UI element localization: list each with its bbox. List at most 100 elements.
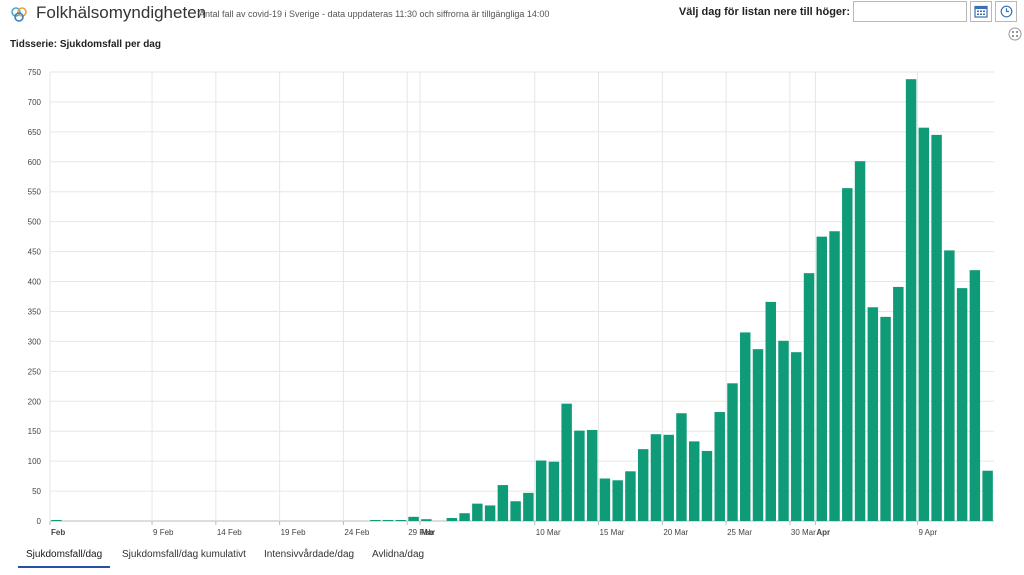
bar-2020-03-20[interactable] — [663, 434, 674, 521]
bar-2020-04-12[interactable] — [956, 288, 968, 521]
bar-2020-04-03[interactable] — [842, 188, 853, 521]
app-header: Folkhälsomyndigheten Antal fall av covid… — [0, 0, 1024, 28]
y-tick-label: 350 — [28, 307, 42, 316]
x-tick-label: 14 Feb — [217, 528, 242, 537]
bar-2020-03-15[interactable] — [599, 478, 611, 521]
chart-tabs: Sjukdomsfall/dag Sjukdomsfall/dag kumula… — [0, 544, 1024, 570]
x-tick-label: Apr — [816, 528, 830, 537]
x-tick-label: 25 Mar — [727, 528, 752, 537]
bar-2020-04-11[interactable] — [944, 250, 955, 522]
x-tick-label: 9 Feb — [153, 528, 174, 537]
time-button[interactable] — [995, 1, 1017, 22]
x-tick-label: 19 Feb — [281, 528, 306, 537]
app-subtitle: Antal fall av covid-19 i Sverige - data … — [199, 9, 550, 19]
bar-2020-04-01[interactable] — [816, 236, 828, 521]
y-tick-label: 50 — [32, 487, 41, 496]
bar-2020-03-21[interactable] — [676, 413, 687, 521]
bar-2020-02-29[interactable] — [408, 516, 419, 521]
y-tick-label: 0 — [37, 517, 42, 526]
chart-title: Tidsserie: Sjukdomsfall per dag — [10, 39, 161, 50]
bar-2020-03-31[interactable] — [803, 273, 815, 521]
y-tick-label: 700 — [28, 98, 42, 107]
bar-2020-03-05[interactable] — [472, 503, 483, 521]
x-tick-label: 15 Mar — [600, 528, 625, 537]
calendar-icon — [974, 5, 988, 18]
x-tick-label: Feb — [51, 528, 65, 537]
tab-intensivvardade-dag[interactable]: Intensivvårdade/dag — [264, 549, 355, 560]
bar-2020-03-04[interactable] — [459, 513, 470, 521]
x-tick-label: 24 Feb — [344, 528, 369, 537]
tab-sjukdomsfall-dag-kumulativt[interactable]: Sjukdomsfall/dag kumulativt — [122, 549, 246, 560]
chart-bars — [51, 79, 993, 522]
bar-2020-03-24[interactable] — [714, 412, 725, 521]
bar-2020-03-07[interactable] — [497, 485, 509, 521]
app-title: Folkhälsomyndigheten — [36, 3, 207, 22]
x-tick-label: 29 Feb — [408, 528, 433, 537]
bar-2020-04-09[interactable] — [918, 127, 930, 522]
bar-2020-04-07[interactable] — [893, 286, 904, 521]
calendar-button[interactable] — [970, 1, 992, 22]
bar-2020-03-12[interactable] — [561, 403, 572, 521]
bar-2020-03-23[interactable] — [701, 450, 713, 521]
y-tick-label: 400 — [28, 278, 42, 287]
y-tick-label: 150 — [28, 427, 42, 436]
date-picker-label: Välj dag för listan nere till höger: — [678, 6, 850, 18]
y-tick-label: 750 — [28, 68, 42, 77]
x-tick-label: 20 Mar — [663, 528, 688, 537]
bar-2020-04-06[interactable] — [880, 316, 891, 521]
bar-2020-03-29[interactable] — [778, 340, 789, 521]
bar-2020-03-13[interactable] — [574, 430, 585, 521]
y-tick-label: 250 — [28, 367, 42, 376]
y-tick-label: 100 — [28, 457, 42, 466]
bar-2020-03-28[interactable] — [765, 301, 776, 521]
cases-per-day-chart: 0 50 100 150 200 250 300 350 400 450 500 550 600 650 7… — [28, 68, 994, 537]
x-tick-label: 30 Mar — [791, 528, 816, 537]
y-tick-label: 200 — [28, 397, 42, 406]
x-tick-label: 10 Mar — [536, 528, 561, 537]
y-tick-label: 300 — [28, 337, 42, 346]
tab-avlidna-dag[interactable]: Avlidna/dag — [372, 549, 425, 560]
y-tick-label: 500 — [28, 218, 42, 227]
tab-sjukdomsfall-dag[interactable]: Sjukdomsfall/dag — [18, 544, 111, 568]
bar-2020-04-04[interactable] — [854, 161, 866, 521]
bar-2020-02-28[interactable] — [395, 520, 407, 521]
y-tick-label: 650 — [28, 128, 42, 137]
bar-2020-03-01[interactable] — [421, 519, 432, 521]
bar-2020-03-30[interactable] — [791, 352, 802, 521]
bar-2020-03-27[interactable] — [752, 349, 764, 521]
y-tick-label: 550 — [28, 188, 42, 197]
folkhalsomyndigheten-logo-icon — [11, 7, 27, 22]
x-tick-label: 9 Apr — [918, 528, 937, 537]
bar-2020-04-14[interactable] — [982, 470, 993, 521]
bar-2020-04-05[interactable] — [867, 307, 879, 521]
bar-2020-02-01[interactable] — [51, 520, 62, 521]
bar-2020-04-10[interactable] — [931, 134, 942, 522]
bar-2020-03-10[interactable] — [535, 460, 547, 521]
bar-2020-02-27[interactable] — [382, 520, 394, 521]
bar-2020-04-08[interactable] — [905, 79, 917, 522]
more-options-icon[interactable] — [1008, 27, 1022, 41]
bar-2020-03-19[interactable] — [650, 434, 662, 521]
clock-icon — [1000, 5, 1012, 18]
bar-2020-03-22[interactable] — [688, 441, 700, 521]
bar-2020-03-17[interactable] — [625, 471, 636, 521]
y-tick-label: 600 — [28, 158, 42, 167]
bar-2020-03-26[interactable] — [740, 332, 751, 521]
bar-2020-04-13[interactable] — [969, 270, 981, 521]
bar-2020-03-03[interactable] — [446, 518, 458, 521]
bar-2020-03-18[interactable] — [637, 449, 649, 521]
bar-2020-02-26[interactable] — [370, 520, 381, 521]
x-tick-label: Mar — [421, 528, 435, 537]
bar-2020-03-14[interactable] — [586, 430, 598, 521]
bar-2020-04-02[interactable] — [829, 231, 840, 521]
y-tick-label: 450 — [28, 248, 42, 257]
date-input[interactable] — [853, 1, 967, 22]
y-axis: 0 50 100 150 200 250 300 350 400 450 500 550 600 650 7… — [28, 68, 42, 526]
bar-2020-03-25[interactable] — [727, 383, 738, 521]
bar-2020-03-06[interactable] — [484, 505, 496, 521]
bar-2020-03-16[interactable] — [612, 480, 623, 521]
bar-2020-03-08[interactable] — [510, 501, 521, 521]
bar-2020-03-11[interactable] — [548, 461, 560, 521]
bar-2020-03-09[interactable] — [523, 492, 534, 521]
